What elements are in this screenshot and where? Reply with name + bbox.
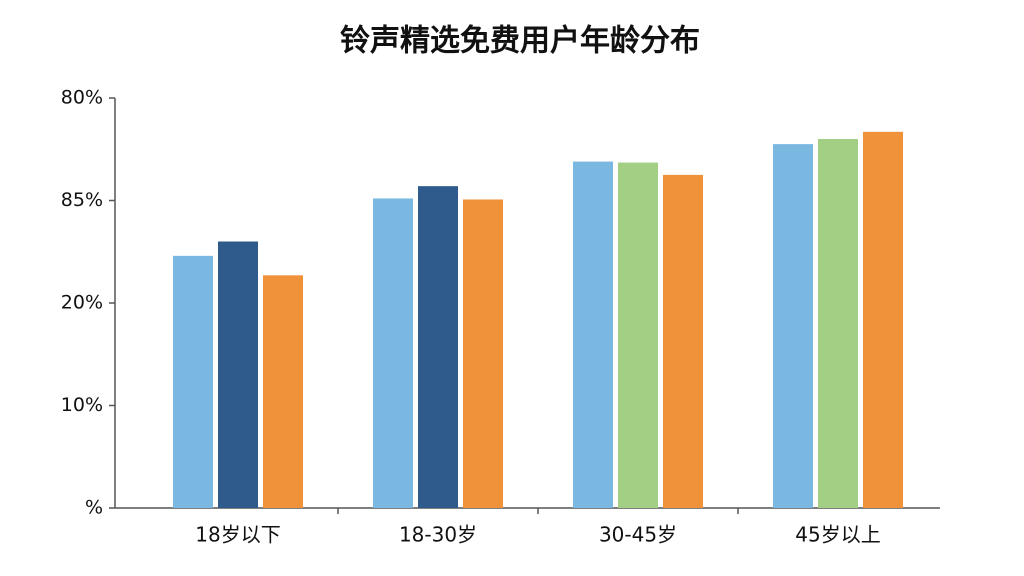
bar: [863, 131, 903, 508]
bar: [818, 139, 858, 508]
bar: [373, 198, 413, 508]
y-tick-label: 80%: [61, 87, 103, 109]
x-tick-label: 18-30岁: [399, 523, 477, 547]
bar: [173, 255, 213, 508]
bar: [663, 174, 703, 508]
bar: [418, 186, 458, 508]
chart-title: 铃声精选免费用户年龄分布: [340, 24, 700, 59]
x-tick-label: 18岁以下: [195, 523, 280, 547]
bar: [463, 199, 503, 508]
y-tick-label: 85%: [61, 189, 103, 211]
x-tick-label: 30-45岁: [599, 523, 677, 547]
bar: [263, 275, 303, 508]
bar: [218, 241, 258, 508]
x-tick-label: 45岁以上: [795, 523, 880, 547]
bar: [618, 162, 658, 508]
bar: [773, 144, 813, 508]
y-tick-label: %: [85, 497, 103, 519]
y-tick-label: 10%: [61, 394, 103, 416]
y-tick-label: 20%: [61, 292, 103, 314]
bar: [573, 161, 613, 509]
